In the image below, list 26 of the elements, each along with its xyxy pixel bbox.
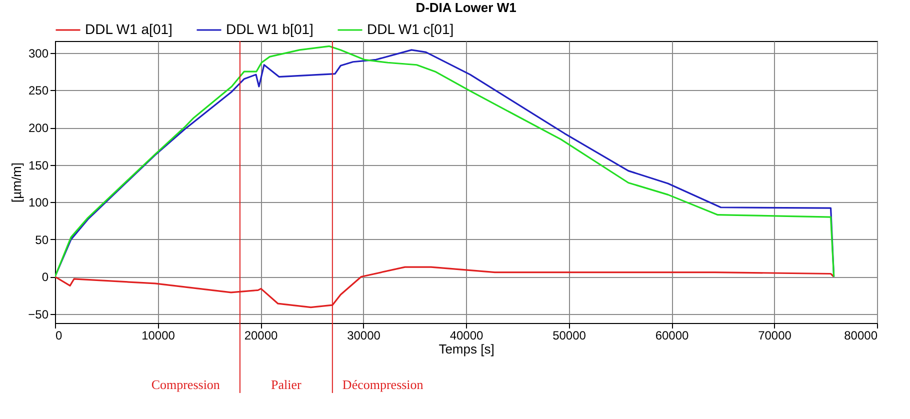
x-axis-title: Temps [s]: [438, 342, 494, 356]
chart-title: D-DIA Lower W1: [416, 0, 516, 15]
x-tick-label: 0: [56, 328, 62, 342]
text: Palier: [271, 377, 302, 392]
x-tick-label: 50000: [552, 328, 586, 342]
legend-label: DDL W1 c[01]: [367, 21, 454, 37]
y-tick-label: 50: [35, 232, 49, 247]
text: Compression: [151, 377, 220, 392]
x-tick-label: 80000: [844, 328, 878, 342]
x-tick-label: 30000: [347, 328, 381, 342]
y-tick-label: 250: [28, 84, 49, 98]
x-tick-label: 20000: [244, 328, 278, 342]
y-tick-label: 200: [28, 121, 49, 136]
x-tick-label: 10000: [142, 328, 176, 342]
y-tick-label: 0: [42, 270, 49, 284]
y-tick-label: 300: [28, 46, 49, 60]
legend-label: DDL W1 a[01]: [85, 21, 172, 37]
y-tick-label: 100: [28, 196, 49, 210]
text: Décompression: [342, 377, 424, 392]
x-tick-label: 70000: [758, 328, 792, 342]
y-tick-label: −50: [28, 308, 49, 322]
x-tick-label: 40000: [450, 328, 484, 342]
y-tick-label: 150: [28, 158, 49, 172]
legend-label: DDL W1 b[01]: [226, 21, 314, 37]
x-tick-label: 60000: [655, 328, 690, 342]
y-axis-title: [µm/m]: [9, 162, 24, 202]
